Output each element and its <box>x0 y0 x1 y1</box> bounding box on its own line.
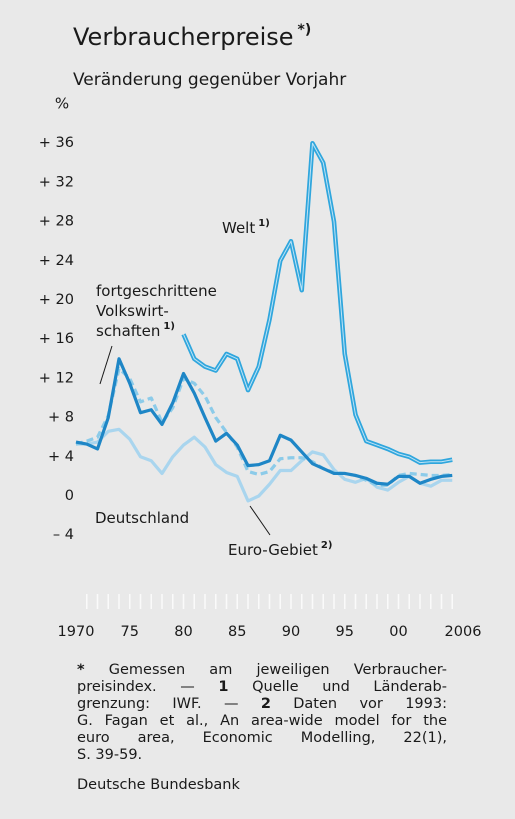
y-tick-label: + 8 <box>48 410 74 426</box>
footnote-text: Daten vor 1993: <box>270 696 447 712</box>
series-line <box>75 367 453 487</box>
series-line <box>76 427 453 503</box>
y-tick-label: 0 <box>65 488 74 504</box>
series-label: fortgeschrittene <box>96 282 217 300</box>
series-label-text: fortgeschrittene <box>96 282 217 300</box>
footnote-line: * Gemessen am jeweiligen Verbraucher- <box>77 662 447 679</box>
y-axis-label: % <box>55 95 69 113</box>
y-tick-label: + 32 <box>39 174 74 190</box>
x-tick-label: 90 <box>282 624 300 640</box>
footnote-line: preisindex. — 1 Quelle und Länderab- <box>77 679 447 696</box>
footnote-ref: 1 <box>218 679 229 695</box>
series-label: Volkswirt- <box>96 302 169 320</box>
series-label-text: Euro-Gebiet <box>228 541 318 559</box>
series-label-note: 1) <box>258 218 270 229</box>
footnote-text: preisindex. — <box>77 679 219 695</box>
x-tick-label: 85 <box>228 624 246 640</box>
series-label: schaften 1) <box>96 321 175 340</box>
y-tick-label: + 4 <box>48 449 74 465</box>
x-tick-label: 75 <box>121 624 139 640</box>
x-tick-label: 2006 <box>445 624 482 640</box>
footnote-line: euro area, Economic Modelling, 22(1), <box>77 730 447 747</box>
series-line-core <box>183 142 453 464</box>
y-tick-label: + 24 <box>39 253 74 269</box>
x-tick-label: 95 <box>336 624 354 640</box>
y-tick-label: + 36 <box>39 135 74 151</box>
series-label-text: Deutschland <box>95 509 189 527</box>
series-line <box>75 357 453 486</box>
footnote-line: grenzung: IWF. — 2 Daten vor 1993: <box>77 696 447 713</box>
y-tick-label: – 4 <box>53 527 74 543</box>
y-tick-label: + 16 <box>39 331 74 347</box>
x-tick-label: 1970 <box>58 624 95 640</box>
footnote-line: S. 39-59. <box>77 747 447 764</box>
leader-line <box>249 505 271 536</box>
series-label: Euro-Gebiet 2) <box>228 540 332 559</box>
source: Deutsche Bundesbank <box>77 777 240 793</box>
x-tick-label: 00 <box>389 624 407 640</box>
series-label-note: 2) <box>321 540 333 551</box>
series-label: Welt 1) <box>222 218 270 237</box>
chart: Verbraucherpreise *) Veränderung gegenübe… <box>39 22 482 640</box>
footnote-text: euro area, Economic Modelling, 22(1), <box>77 730 447 746</box>
y-tick-label: + 28 <box>39 214 74 230</box>
footnote-text: S. 39-59. <box>77 747 143 763</box>
chart-title: Verbraucherpreise *) <box>73 22 311 51</box>
series-line <box>181 140 453 465</box>
footnote-text: G. Fagan et al., An area-wide model for … <box>77 713 447 729</box>
footnote-ref: 2 <box>260 696 271 712</box>
x-tick-label: 80 <box>174 624 192 640</box>
series-label-text: Volkswirt- <box>96 302 169 320</box>
title-text: Verbraucherpreise <box>73 23 294 51</box>
y-tick-label: + 20 <box>39 292 74 308</box>
series-label-note: 1) <box>163 321 175 332</box>
footnote-text: Quelle und Länderab- <box>228 679 447 695</box>
footnote-ref: * <box>77 662 85 678</box>
footnote-text: grenzung: IWF. — <box>77 696 261 712</box>
series-label-text: schaften <box>96 322 160 340</box>
title-note: *) <box>298 22 312 38</box>
series-label-text: Welt <box>222 219 255 237</box>
leader-line <box>99 345 113 385</box>
footnote-line: G. Fagan et al., An area-wide model for … <box>77 713 447 730</box>
series-label: Deutschland <box>95 509 189 527</box>
y-tick-label: + 12 <box>39 370 74 386</box>
subtitle: Veränderung gegenüber Vorjahr <box>73 70 346 90</box>
footnote-text: Gemessen am jeweiligen Verbraucher- <box>84 662 447 678</box>
